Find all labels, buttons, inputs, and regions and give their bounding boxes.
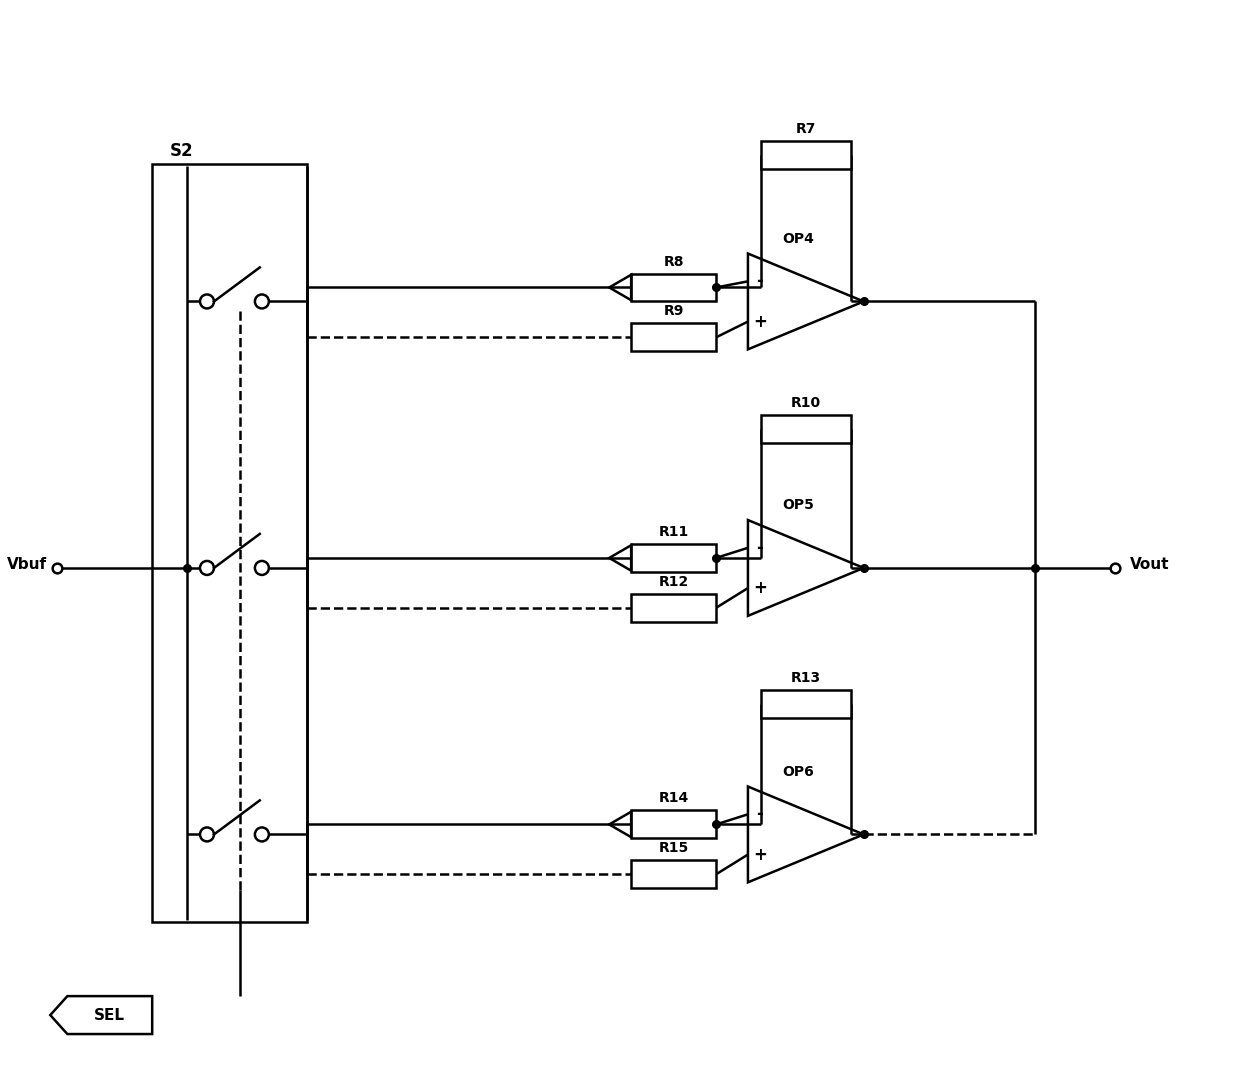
- Text: OP6: OP6: [782, 765, 813, 779]
- Text: OP4: OP4: [782, 232, 813, 246]
- Bar: [631, 544, 715, 572]
- Text: R10: R10: [791, 396, 821, 410]
- Text: R9: R9: [663, 305, 683, 319]
- Text: OP5: OP5: [782, 498, 813, 512]
- Bar: [631, 274, 715, 302]
- Bar: [631, 810, 715, 838]
- Text: Vout: Vout: [1130, 558, 1169, 572]
- Bar: [761, 141, 851, 168]
- Text: R13: R13: [791, 671, 821, 685]
- Text: R7: R7: [796, 121, 816, 136]
- Text: R14: R14: [658, 792, 688, 806]
- Bar: [761, 690, 851, 718]
- Text: +: +: [753, 579, 766, 597]
- Text: -: -: [756, 806, 764, 823]
- Bar: [761, 415, 851, 443]
- Text: Vbuf: Vbuf: [7, 558, 47, 572]
- Bar: [631, 593, 715, 622]
- Text: -: -: [756, 273, 764, 291]
- Bar: [631, 323, 715, 351]
- Text: SEL: SEL: [94, 1008, 125, 1023]
- Text: +: +: [753, 312, 766, 330]
- Text: R15: R15: [658, 841, 688, 855]
- Text: +: +: [753, 846, 766, 864]
- Text: -: -: [756, 539, 764, 557]
- Text: R12: R12: [658, 575, 688, 589]
- Text: R11: R11: [658, 525, 688, 539]
- Bar: [153, 164, 306, 923]
- Text: R8: R8: [663, 254, 683, 268]
- Bar: [631, 861, 715, 888]
- Text: S2: S2: [170, 142, 193, 160]
